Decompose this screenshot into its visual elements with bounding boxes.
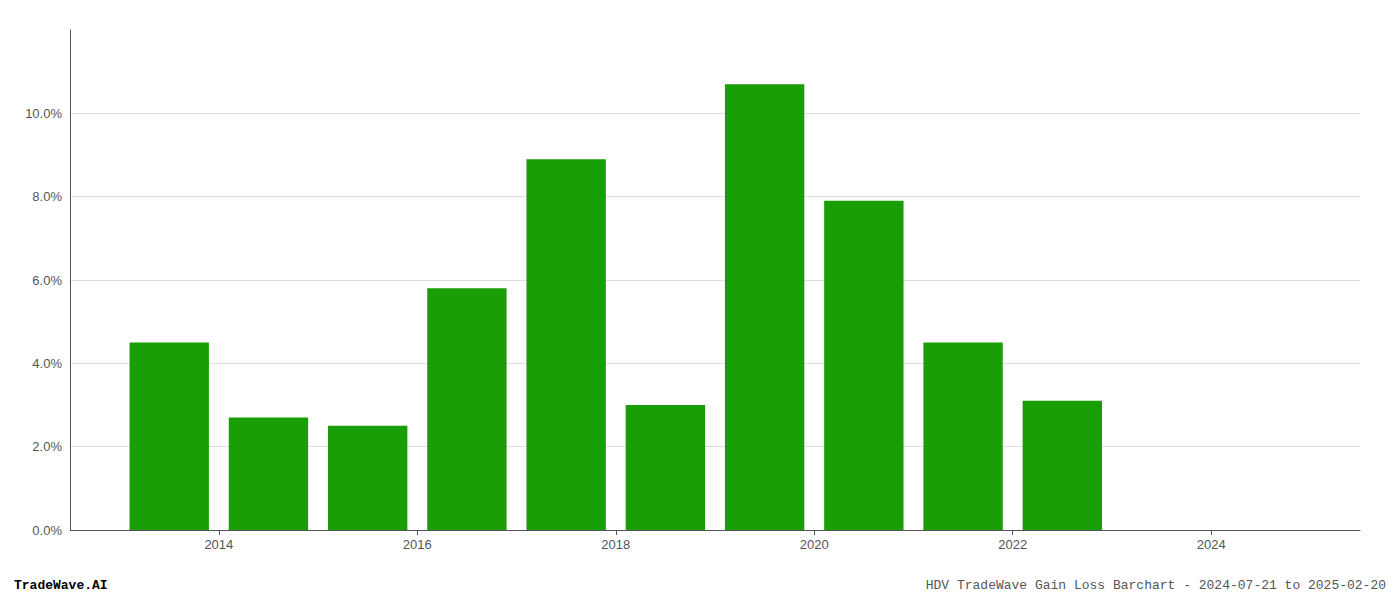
- svg-text:2016: 2016: [403, 537, 432, 552]
- svg-text:6.0%: 6.0%: [32, 273, 62, 288]
- svg-text:2014: 2014: [204, 537, 233, 552]
- svg-text:2020: 2020: [800, 537, 829, 552]
- svg-text:2018: 2018: [601, 537, 630, 552]
- svg-text:HDV TradeWave Gain Loss Barcha: HDV TradeWave Gain Loss Barchart - 2024-…: [926, 578, 1386, 593]
- svg-text:2024: 2024: [1197, 537, 1226, 552]
- svg-text:10.0%: 10.0%: [25, 106, 62, 121]
- svg-text:2.0%: 2.0%: [32, 439, 62, 454]
- svg-text:2022: 2022: [998, 537, 1027, 552]
- svg-text:TradeWave.AI: TradeWave.AI: [14, 578, 108, 593]
- svg-text:4.0%: 4.0%: [32, 356, 62, 371]
- svg-text:0.0%: 0.0%: [32, 523, 62, 538]
- svg-text:8.0%: 8.0%: [32, 189, 62, 204]
